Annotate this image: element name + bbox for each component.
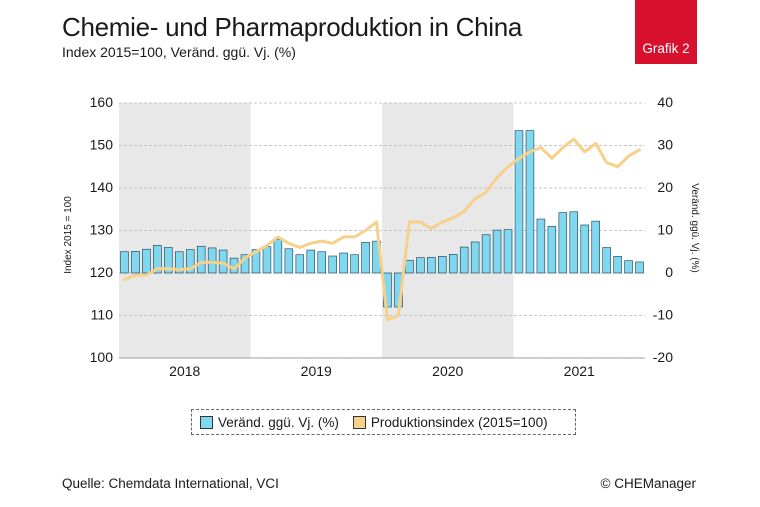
bar	[164, 247, 173, 274]
bar	[514, 130, 524, 274]
year-label: 2020	[432, 363, 463, 379]
bar	[602, 247, 611, 274]
right-tick-label: 20	[657, 179, 673, 195]
bar	[580, 224, 589, 274]
bar	[185, 249, 195, 274]
bar	[459, 246, 469, 274]
source-note: Quelle: Chemdata International, VCI	[62, 476, 279, 491]
bar	[635, 261, 644, 274]
bar	[361, 242, 370, 274]
left-tick-label: 150	[90, 137, 114, 153]
bar	[558, 212, 568, 274]
bar	[470, 241, 480, 274]
bar	[262, 246, 272, 274]
right-tick-label: 30	[657, 137, 673, 153]
bar	[295, 254, 305, 274]
bar	[613, 256, 622, 274]
right-tick-label: 0	[665, 264, 673, 280]
bar	[284, 248, 294, 274]
right-axis-title: Veränd. ggü. Vj. (%)	[689, 183, 700, 273]
right-tick-label: 10	[657, 222, 673, 238]
bar	[503, 229, 513, 274]
bar	[350, 254, 359, 274]
legend-item-bars: Veränd. ggü. Vj. (%)	[192, 415, 339, 430]
chart-legend: Veränd. ggü. Vj. (%) Produktionsindex (2…	[191, 409, 576, 435]
copyright-note: © CHEManager	[600, 476, 696, 491]
bar	[536, 218, 546, 274]
bar	[328, 255, 337, 274]
index-line	[123, 137, 641, 322]
bar	[624, 260, 633, 274]
left-tick-label: 100	[90, 349, 114, 365]
bar	[492, 229, 502, 274]
bar	[251, 249, 261, 274]
chart-subtitle: Index 2015=100, Veränd. ggü. Vj. (%)	[62, 44, 296, 60]
chart-canvas: 160 40 150 30 140 20 130 10 120 0 110 -10 100 -20 Inde…	[63, 94, 700, 379]
right-tick-label: -20	[653, 349, 673, 365]
bar	[481, 234, 491, 274]
bar	[416, 257, 425, 274]
left-tick-label: 120	[90, 264, 114, 280]
legend-item-line: Produktionsindex (2015=100)	[345, 415, 548, 430]
left-tick-label: 160	[90, 94, 114, 110]
bar	[120, 251, 129, 274]
bar	[196, 245, 206, 274]
right-tick-label: 40	[657, 94, 673, 110]
bar	[207, 247, 217, 274]
bar	[339, 252, 348, 274]
bar	[306, 249, 316, 274]
right-tick-label: -10	[653, 307, 673, 323]
bar	[448, 254, 458, 274]
legend-swatch-bars	[200, 415, 213, 429]
badge-label: Grafik 2	[642, 41, 690, 56]
bar	[569, 211, 579, 274]
left-tick-label: 130	[90, 222, 114, 238]
bar	[317, 251, 326, 274]
year-label: 2019	[301, 363, 332, 379]
left-tick-label: 140	[90, 179, 114, 195]
bar	[142, 248, 151, 274]
bar	[273, 239, 283, 274]
bar	[427, 256, 436, 274]
bar	[175, 251, 184, 274]
bar	[525, 130, 535, 274]
bar	[131, 251, 140, 274]
bar	[405, 259, 414, 274]
legend-label-bars: Veränd. ggü. Vj. (%)	[218, 414, 339, 430]
left-tick-label: 110	[91, 307, 114, 323]
year-label: 2021	[564, 363, 595, 379]
bar	[591, 220, 600, 274]
bar	[153, 245, 162, 274]
legend-swatch-line	[352, 415, 366, 429]
left-axis-title: Index 2015 = 100	[63, 196, 74, 274]
figure-badge: Grafik 2	[635, 0, 697, 64]
year-label: 2018	[169, 363, 200, 379]
bar	[547, 225, 557, 274]
legend-label-line: Produktionsindex (2015=100)	[370, 414, 548, 430]
bar	[438, 256, 447, 274]
chart-title: Chemie- und Pharmaproduktion in China	[62, 12, 523, 42]
